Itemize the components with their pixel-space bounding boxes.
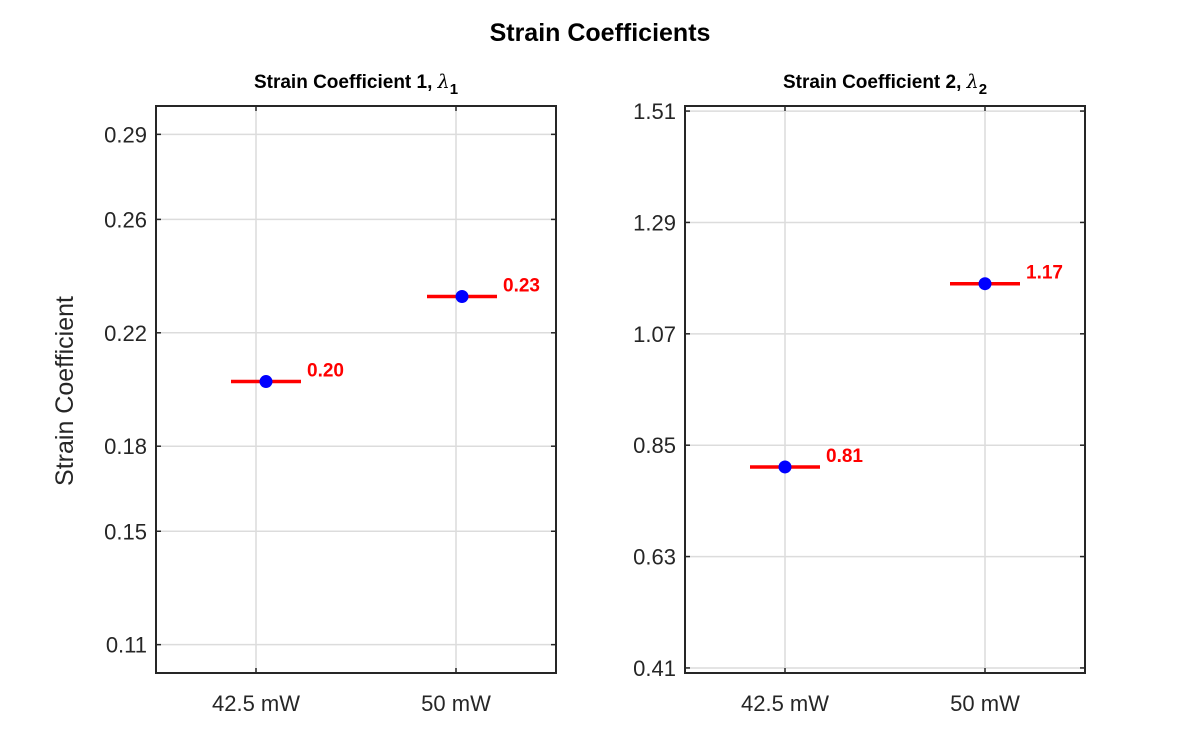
y-tick-label: 1.51: [633, 99, 676, 124]
data-label: 1.17: [1026, 263, 1063, 284]
x-tick-label: 50 mW: [421, 691, 491, 716]
panel-title-text: Strain Coefficient 2,: [783, 72, 967, 93]
y-tick-label: 0.26: [104, 207, 147, 232]
panel-title-subscript: 2: [979, 81, 987, 98]
panel-title-symbol: λ: [437, 71, 450, 93]
plot-area: [685, 106, 1085, 673]
panel-title-text: Strain Coefficient 1,: [254, 72, 438, 93]
x-tick-label: 50 mW: [950, 691, 1020, 716]
y-tick-label: 0.29: [104, 122, 147, 147]
data-point: [978, 277, 992, 291]
y-tick-label: 0.22: [104, 321, 147, 346]
y-tick-label: 1.07: [633, 322, 676, 347]
data-label: 0.23: [503, 276, 540, 297]
y-tick-label: 0.18: [104, 434, 147, 459]
y-tick-label: 0.63: [633, 545, 676, 570]
y-tick-label: 1.29: [633, 210, 676, 235]
panel-2: 0.41 0.63 0.85 1.07 1.29 1.51 42.5 mW 50 mW Stra…: [633, 71, 1086, 716]
axes-box: [684, 105, 1086, 674]
data-point: [259, 375, 273, 389]
data-label: 0.81: [826, 446, 863, 467]
panel-title: Strain Coefficient 2, λ2: [783, 71, 987, 98]
x-tick-label: 42.5 mW: [741, 691, 829, 716]
x-tick-label: 42.5 mW: [212, 691, 300, 716]
axes-box: [155, 105, 557, 674]
panel-1: 0.11 0.15 0.18 0.22 0.26 0.29 42.5 mW 50 mW Stra…: [104, 71, 557, 716]
panel-title-symbol: λ: [966, 71, 979, 93]
y-tick-label: 0.11: [106, 633, 147, 658]
y-tick-label: 0.85: [633, 433, 676, 458]
panel-title-subscript: 1: [450, 81, 458, 98]
panel-title: Strain Coefficient 1, λ1: [254, 71, 458, 98]
data-label: 0.20: [307, 361, 344, 382]
y-tick-label: 0.15: [104, 519, 147, 544]
y-tick-label: 0.41: [633, 656, 676, 681]
data-point: [778, 460, 792, 474]
figure-title: Strain Coefficients: [490, 19, 711, 47]
data-point: [455, 290, 469, 304]
plot-area: [156, 106, 556, 673]
y-axis-label: Strain Coefficient: [51, 296, 79, 486]
